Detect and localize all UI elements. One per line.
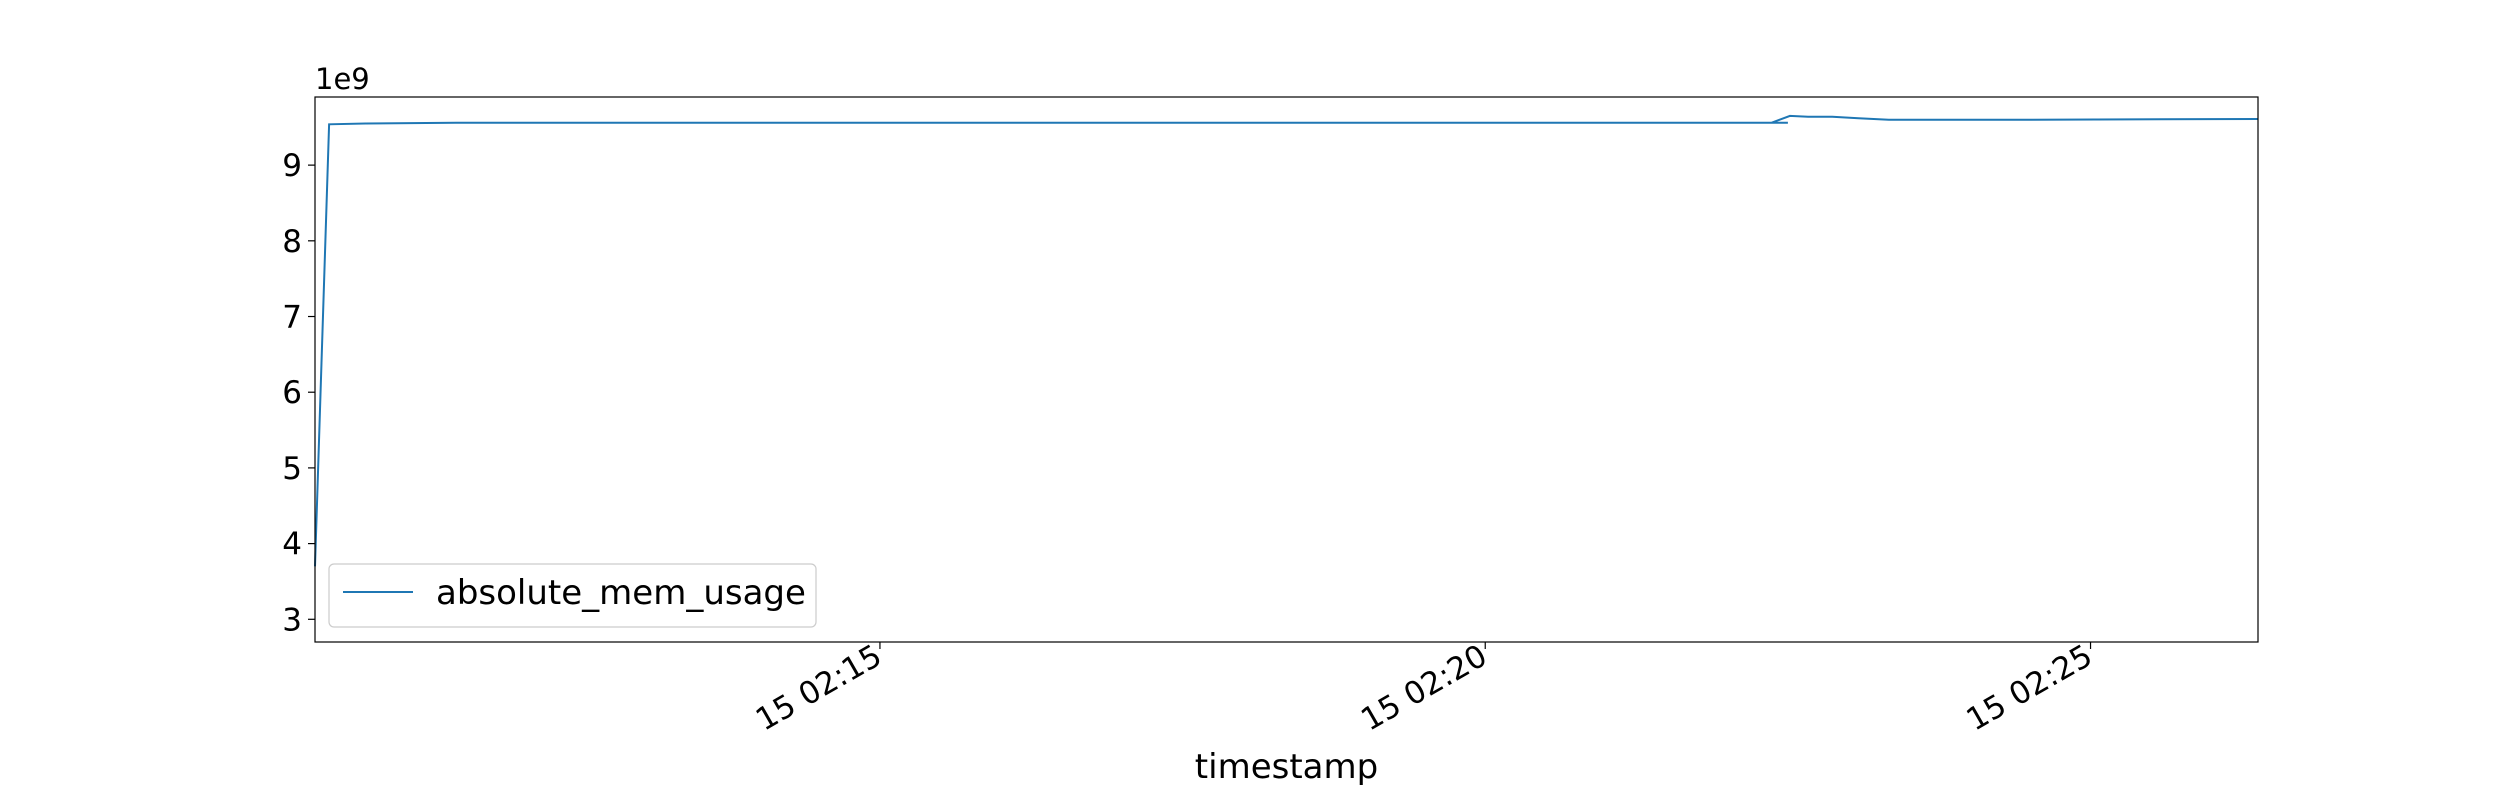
y-tick-label: 8	[282, 224, 302, 260]
y-tick-label: 3	[282, 602, 302, 638]
legend: absolute_mem_usage	[328, 563, 817, 628]
y-tick-label: 5	[282, 451, 302, 487]
legend-label: absolute_mem_usage	[436, 573, 806, 613]
y-tick-label: 7	[282, 300, 302, 336]
x-tick-label: 15 02:25	[1960, 638, 2098, 738]
plot-layer	[314, 114, 2259, 567]
y-tick-label: 6	[282, 375, 302, 411]
x-axis: 15 02:15 15 02:20 15 02:25	[750, 638, 2099, 738]
y-axis: 3 4 5 6 7 8 9	[282, 148, 315, 638]
x-tick-label: 15 02:15	[750, 638, 888, 738]
series-line-absolute_mem_usage	[314, 114, 2259, 567]
x-tick-label: 15 02:20	[1355, 638, 1493, 738]
x-axis-label: timestamp	[1195, 747, 1378, 787]
y-offset-label: 1e9	[315, 62, 370, 96]
legend-box	[328, 563, 817, 628]
plot-frame	[314, 96, 2259, 643]
y-tick-label: 4	[282, 527, 302, 563]
y-tick-label: 9	[282, 148, 302, 184]
